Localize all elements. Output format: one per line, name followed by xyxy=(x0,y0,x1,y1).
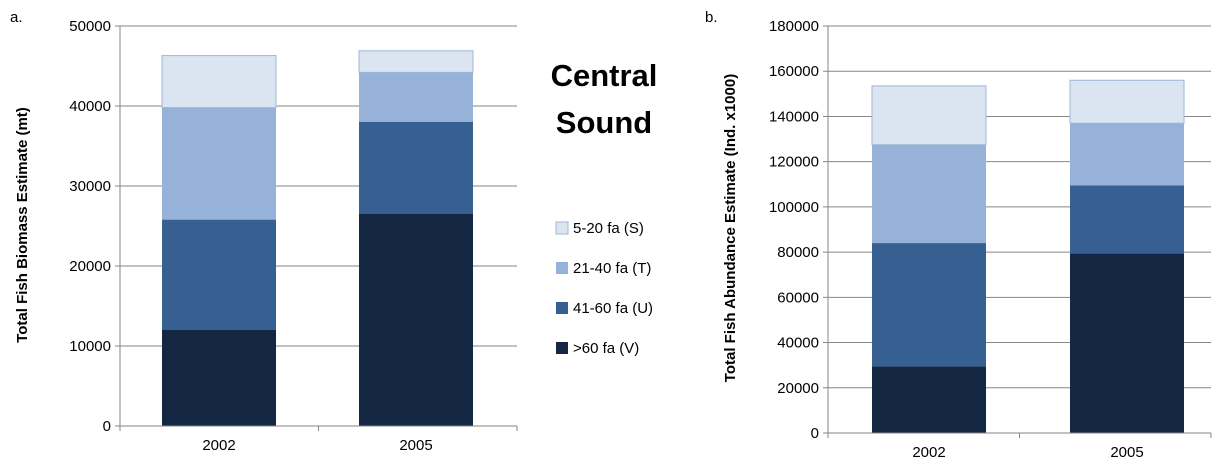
biomass-y-tick-label: 50000 xyxy=(69,18,111,35)
abundance-y-tick-label: 20000 xyxy=(777,380,819,397)
abundance-bar-2005-5-20-fa-s xyxy=(1069,79,1185,124)
biomass-bar-2005-21-40-fa-t xyxy=(359,72,473,122)
abundance-y-tick-label: 160000 xyxy=(769,63,819,80)
biomass-y-tick-label: 20000 xyxy=(69,258,111,275)
biomass-y-tick-label: 40000 xyxy=(69,98,111,115)
biomass-y-tick-label: 30000 xyxy=(69,178,111,195)
abundance-y-tick-label: 100000 xyxy=(769,199,819,216)
biomass-y-tick-label: 0 xyxy=(103,418,111,435)
legend-label: 41-60 fa (U) xyxy=(573,300,653,317)
legend-swatch xyxy=(556,262,568,274)
abundance-y-tick-label: 60000 xyxy=(777,289,819,306)
panel-label-a: a. xyxy=(10,9,23,26)
legend-label: 21-40 fa (T) xyxy=(573,260,651,277)
biomass-y-tick-label: 10000 xyxy=(69,338,111,355)
legend: 5-20 fa (S) 21-40 fa (T) 41-60 fa (U) >60 f… xyxy=(555,220,653,357)
abundance-bar-2002-5-20-fa-s xyxy=(871,85,987,146)
abundance-bar-2002-41-60-fa-u xyxy=(872,243,986,367)
panel-label-b: b. xyxy=(705,9,718,26)
figure-title-line-2: Sound xyxy=(556,105,652,140)
abundance-bar-2002-60-fa-v xyxy=(872,366,986,433)
abundance-y-tick-label: 140000 xyxy=(769,108,819,125)
biomass-bar-2005-5-20-fa-s xyxy=(358,50,474,73)
abundance-x-tick-label: 2002 xyxy=(912,444,945,461)
biomass-bar-2002-60-fa-v xyxy=(162,330,276,426)
abundance-y-tick-label: 120000 xyxy=(769,154,819,171)
figure-title-line-1: Central xyxy=(551,58,658,93)
abundance-y-tick-label: 180000 xyxy=(769,18,819,35)
abundance-chart: b. 0 20000 40000 60000 80000 100000 120000 1400… xyxy=(705,9,1212,461)
abundance-y-tick-label: 80000 xyxy=(777,244,819,261)
abundance-bar-2005-41-60-fa-u xyxy=(1070,185,1184,254)
legend-label: >60 fa (V) xyxy=(573,340,639,357)
center-title-group: Central Sound xyxy=(551,58,658,140)
abundance-y-tick-label: 0 xyxy=(811,425,819,442)
legend-swatch xyxy=(555,221,569,235)
abundance-bar-2005-60-fa-v xyxy=(1070,253,1184,433)
biomass-bar-2005-41-60-fa-u xyxy=(359,122,473,214)
abundance-bar-2002-21-40-fa-t xyxy=(872,144,986,244)
biomass-bar-2002-21-40-fa-t xyxy=(162,107,276,220)
legend-swatch xyxy=(556,302,568,314)
y-axis-title-biomass: Total Fish Biomass Estimate (mt) xyxy=(14,107,31,343)
biomass-x-tick-label: 2002 xyxy=(202,437,235,454)
abundance-x-tick-label: 2005 xyxy=(1110,444,1143,461)
biomass-bar-2002-5-20-fa-s xyxy=(161,55,277,109)
biomass-x-tick-label: 2005 xyxy=(399,437,432,454)
abundance-bar-2005-21-40-fa-t xyxy=(1070,123,1184,186)
biomass-chart: a. 0 10000 20000 30000 40000 50000 2002 2005 T… xyxy=(10,9,518,454)
biomass-bar-2005-60-fa-v xyxy=(359,214,473,426)
y-axis-title-abundance: Total Fish Abundance Estimate (Ind. x100… xyxy=(722,74,739,382)
legend-label: 5-20 fa (S) xyxy=(573,220,644,237)
abundance-y-tick-label: 40000 xyxy=(777,335,819,352)
biomass-bar-2002-41-60-fa-u xyxy=(162,219,276,330)
legend-swatch xyxy=(556,342,568,354)
